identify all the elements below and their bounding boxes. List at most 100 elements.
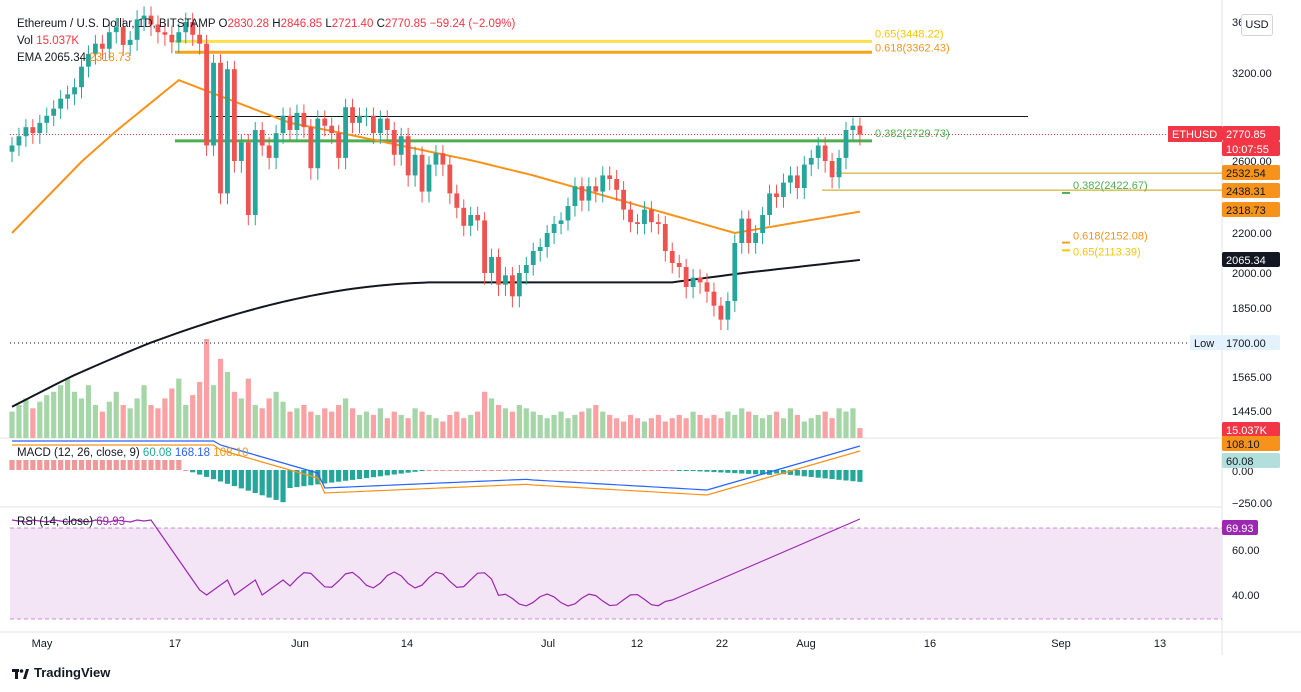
candle-body (649, 209, 654, 223)
high-label: H (272, 18, 281, 30)
last-price-label-bg (1222, 126, 1280, 141)
time-axis-label: May (32, 638, 53, 650)
candle-body (579, 186, 585, 201)
volume-bar (523, 408, 529, 438)
macd-histogram-bar (773, 470, 780, 474)
rsi-label: RSI (14, close) (17, 516, 94, 528)
candle-body (287, 115, 293, 130)
time-axis-label: Sep (1051, 638, 1071, 650)
candle-body (308, 127, 314, 169)
symbol-legend: Ethereum / U.S. Dollar, 1D, BITSTAMP O28… (17, 17, 515, 32)
candle-body (301, 112, 307, 128)
macd-histogram-bar (537, 470, 543, 471)
volume-bar (308, 411, 314, 438)
volume-bar (315, 414, 321, 438)
candle-body (586, 186, 592, 201)
volume-bar (266, 398, 272, 438)
volume-bar (468, 414, 474, 438)
volume-bar (99, 411, 105, 438)
macd-histogram-bar (718, 470, 724, 473)
macd-value-2: 168.18 (174, 447, 211, 459)
ema-value-fast: 2318.73 (89, 52, 131, 64)
fib-level-label: 0.65(2113.39) (1073, 246, 1141, 258)
ema-label: EMA (17, 52, 42, 64)
volume-bar (120, 405, 126, 438)
volume-bar (78, 398, 85, 438)
price-axis-tick: 1565.00 (1232, 372, 1272, 384)
candle-body (232, 69, 237, 161)
macd-histogram-bar (544, 470, 550, 471)
candle-body (211, 62, 216, 146)
volume-bar (405, 418, 411, 438)
currency-button[interactable]: USD (1241, 14, 1273, 36)
volume-bar (732, 414, 738, 438)
candle-body (482, 220, 487, 273)
macd-histogram-bar (30, 460, 36, 470)
macd-histogram-bar (141, 460, 147, 470)
rsi-line (11, 518, 861, 607)
macd-histogram-bar (558, 470, 564, 471)
low-label: L (325, 18, 332, 30)
volume-bar (704, 418, 710, 438)
volume-bar (655, 414, 661, 438)
volume-bar (739, 408, 745, 438)
candle-body (336, 133, 342, 158)
volume-bar (544, 418, 550, 438)
macd-histogram-bar (204, 470, 210, 477)
brand: TradingView (12, 665, 110, 680)
volume-bar (850, 408, 856, 438)
price-axis-tick: 3200.00 (1232, 68, 1272, 80)
macd-histogram-bar (106, 460, 112, 470)
level-price-label: 2532.54 (1226, 168, 1266, 180)
candle-body (93, 43, 98, 54)
volume-price-label-bg (1222, 422, 1280, 437)
volume-bar (836, 408, 842, 438)
candle-body (642, 209, 647, 224)
macd-histogram-bar (516, 470, 522, 471)
macd-histogram-bar (502, 470, 509, 471)
volume-bar (349, 408, 356, 438)
macd-value-3: 108.10 (213, 447, 249, 459)
candle-body (628, 209, 633, 223)
fib-level-label: 0.382(2422.67) (1073, 180, 1148, 192)
macd-histogram-bar (23, 460, 29, 470)
fib-level-label: 0.382(2729.73) (875, 128, 950, 140)
low-tag: Low (1194, 338, 1214, 350)
candle-body (815, 145, 821, 158)
candle-body (65, 94, 70, 99)
candle-body (704, 282, 710, 292)
macd-histogram-bar (426, 470, 432, 471)
volume-bar (801, 421, 807, 438)
volume-bar (766, 414, 773, 438)
macd-histogram-bar (37, 460, 43, 470)
candle-body (391, 130, 397, 155)
macd-legend: MACD (12, 26, close, 9) 60.08 168.18 108… (17, 446, 248, 461)
candle-body (565, 206, 571, 221)
candle-body (447, 164, 453, 194)
macd-histogram-bar (419, 470, 425, 471)
volume-bar (641, 421, 648, 438)
candle-body (350, 107, 355, 123)
signal-line (12, 444, 861, 496)
rsi-legend: RSI (14, close) 69.93 (17, 515, 125, 530)
macd-histogram-bar (280, 470, 286, 503)
volume-legend: Vol 15.037K (17, 34, 79, 49)
macd-histogram-bar (356, 470, 363, 479)
candle-body (343, 107, 348, 158)
candle-body (322, 118, 328, 126)
macd-histogram-bar (690, 470, 696, 472)
volume-bar (579, 411, 585, 438)
volume-bar (197, 381, 203, 438)
candle-body (635, 222, 640, 224)
volume-bar (593, 405, 599, 438)
candle-body (718, 305, 724, 320)
macd-axis-tick: −250.00 (1232, 498, 1272, 510)
volume-bar (23, 398, 29, 438)
macd-histogram-bar (850, 470, 856, 482)
macd-histogram-bar (308, 470, 314, 486)
ema-slow-line (11, 258, 861, 408)
candle-body (669, 251, 675, 263)
macd-histogram-bar (725, 470, 731, 473)
candle-body (489, 257, 494, 273)
